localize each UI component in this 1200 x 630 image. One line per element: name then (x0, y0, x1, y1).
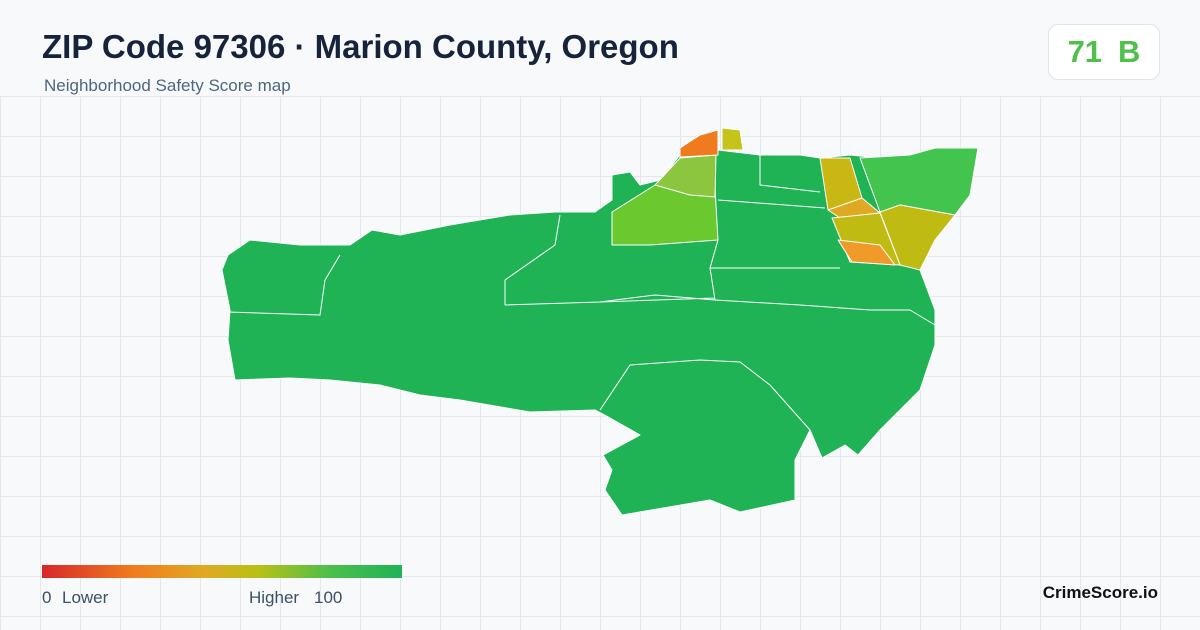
region (679, 129, 719, 158)
legend-min-label: Lower (62, 588, 109, 607)
region (654, 154, 717, 198)
subtitle: Neighborhood Safety Score map (44, 76, 291, 95)
brand: CrimeScore.io (1042, 583, 1158, 602)
region (721, 127, 744, 151)
legend-max-label: Higher (249, 588, 300, 607)
legend-max: 100 (314, 588, 343, 607)
score-grade: B (1118, 34, 1141, 69)
boundary (227, 155, 936, 431)
region (221, 147, 979, 516)
title: ZIP Code 97306 · Marion County, Oregon (42, 28, 679, 65)
score-value: 71 (1067, 34, 1103, 69)
region (859, 147, 979, 216)
legend-min: 0 (42, 588, 52, 607)
legend-gradient (42, 565, 402, 578)
score-badge: 71 B (1048, 24, 1160, 80)
region (837, 239, 896, 266)
